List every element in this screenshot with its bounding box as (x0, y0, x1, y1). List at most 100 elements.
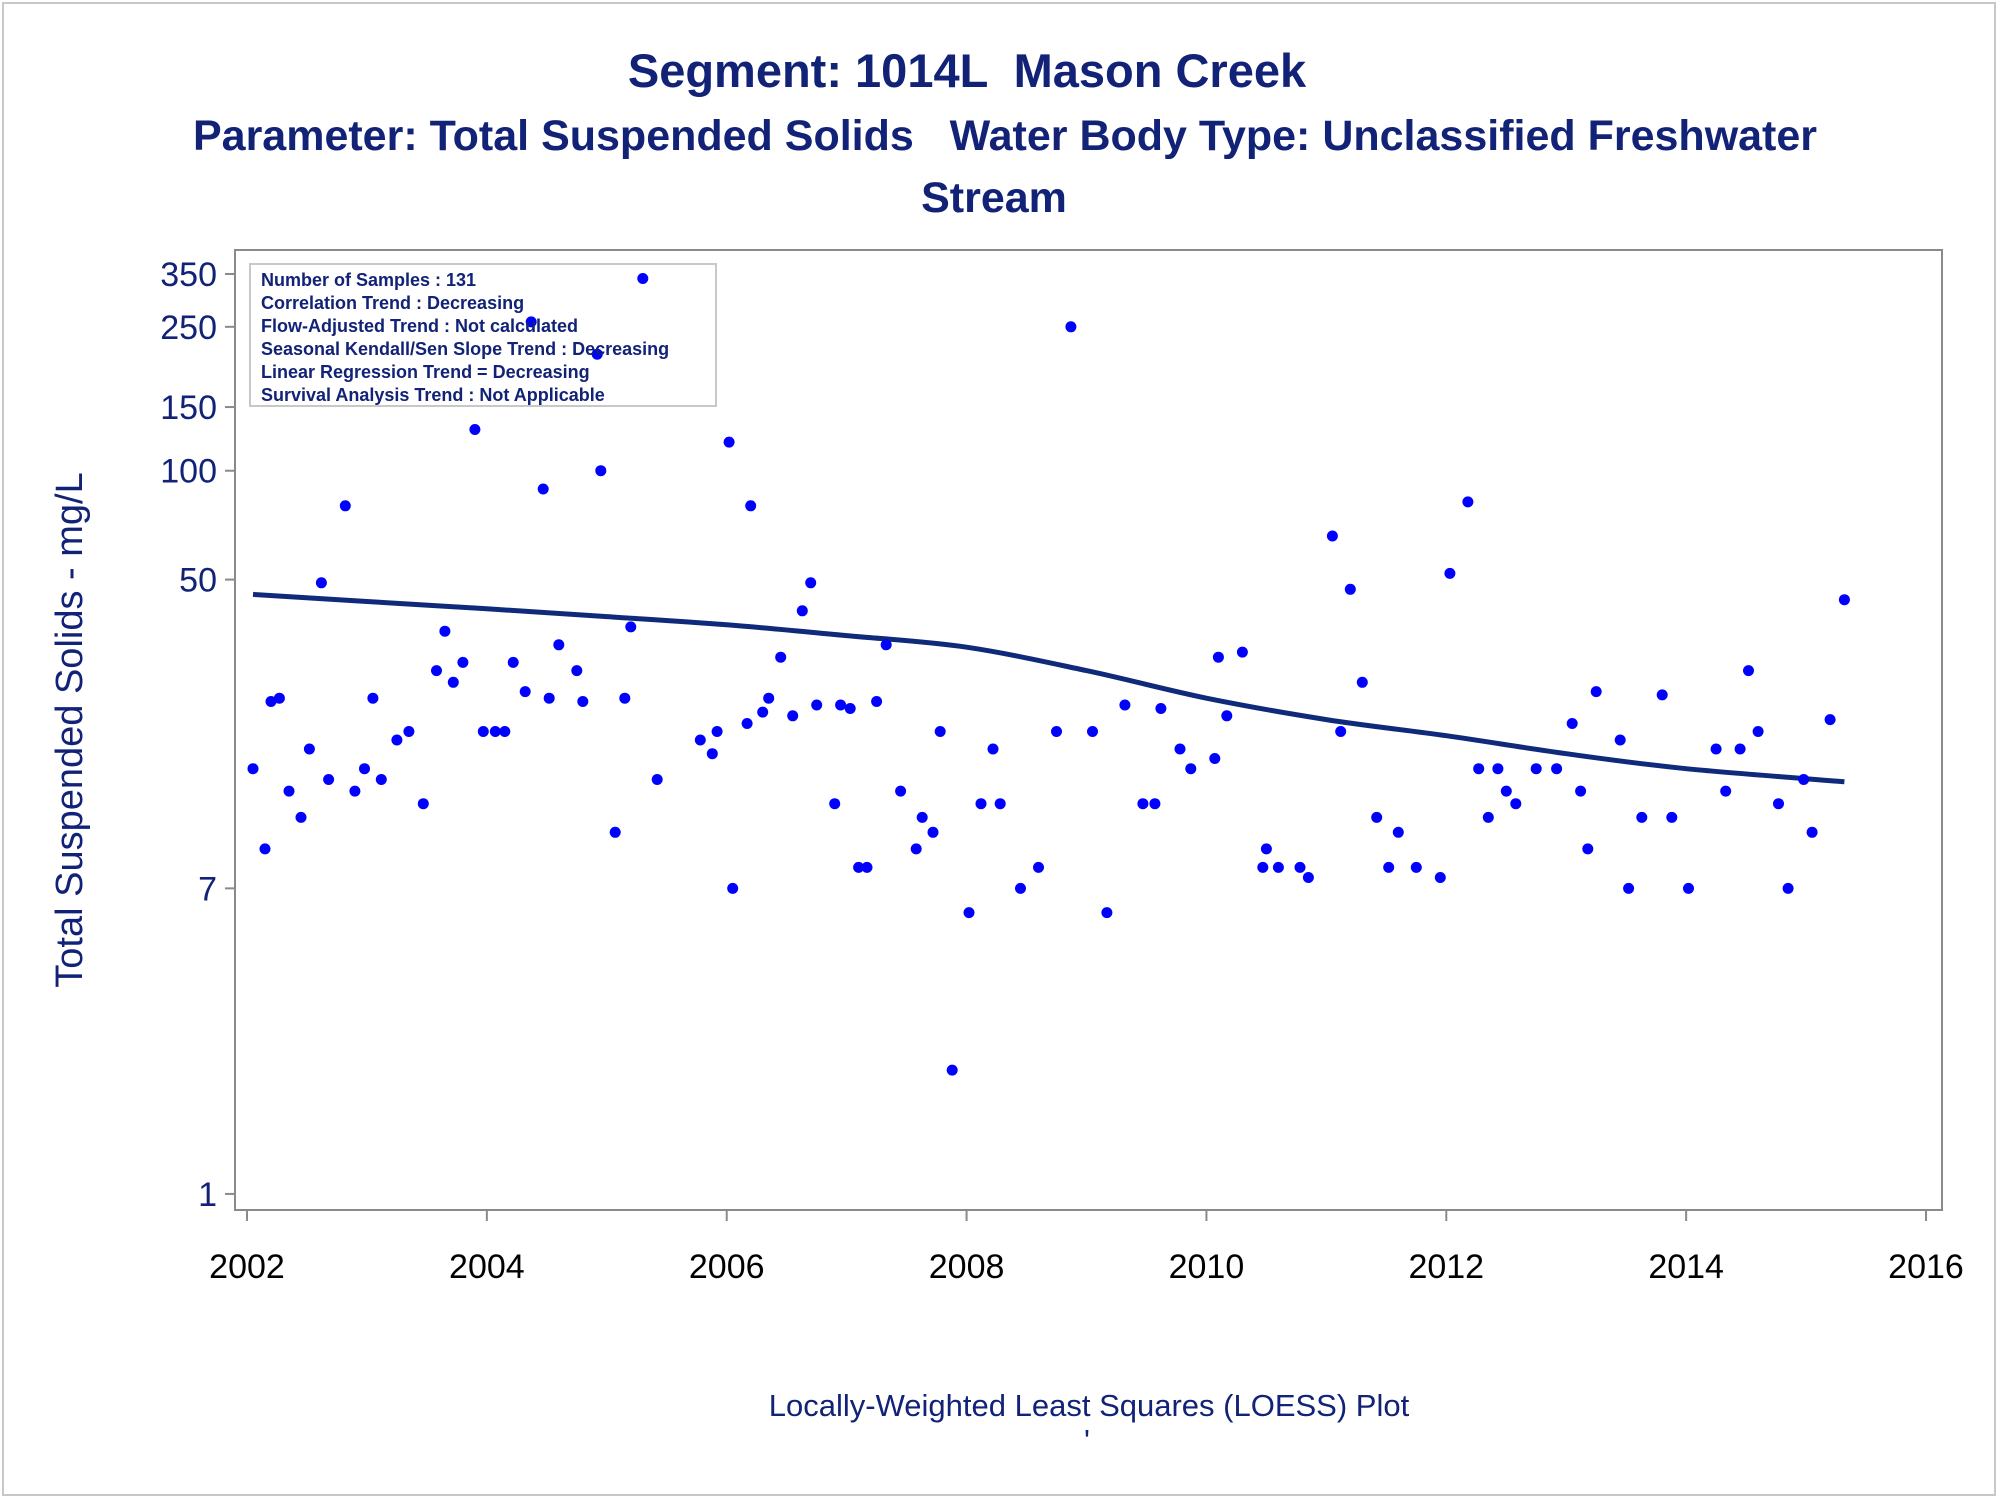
data-point (1272, 861, 1284, 873)
data-point (1051, 726, 1062, 737)
data-point (391, 734, 403, 746)
data-point (711, 726, 723, 737)
data-point (916, 811, 928, 823)
data-point (1434, 872, 1446, 883)
loess-line (252, 591, 1845, 785)
data-point (1806, 826, 1818, 838)
footnote: Locally-Weighted Least Squares (LOESS) P… (769, 1388, 1410, 1423)
data-point (1782, 882, 1794, 894)
y-tick-label: 250 (160, 309, 217, 347)
data-point (591, 348, 603, 360)
data-point (1015, 882, 1026, 894)
data-point (796, 605, 808, 617)
data-point (595, 465, 607, 477)
data-point (1137, 798, 1149, 810)
data-point (1500, 785, 1512, 797)
data-point (844, 703, 856, 714)
data-point (1335, 726, 1347, 737)
data-point (247, 763, 259, 775)
data-point (1462, 496, 1474, 508)
data-point (489, 726, 501, 737)
data-point (431, 665, 442, 677)
data-point (1236, 646, 1248, 658)
data-point (694, 734, 706, 746)
data-point (1257, 861, 1269, 873)
data-point (934, 726, 946, 737)
data-point (1590, 686, 1602, 698)
x-tick-label: 2004 (449, 1248, 525, 1286)
data-point (323, 774, 335, 785)
data-point (537, 483, 549, 495)
data-point (829, 798, 841, 810)
data-point (880, 639, 892, 651)
data-point (507, 656, 519, 668)
y-tick-label: 150 (160, 389, 217, 427)
data-point (1530, 763, 1542, 775)
y-tick-label: 50 (179, 562, 217, 600)
chart-svg: Segment: 1014L Mason Creek Parameter: To… (49, 44, 1964, 1458)
x-tick-label: 2002 (209, 1248, 285, 1286)
data-point (457, 656, 469, 668)
stats-box-border (249, 263, 717, 407)
data-point (1155, 703, 1167, 714)
data-point (994, 798, 1006, 810)
data-point (1383, 861, 1395, 873)
data-point (1356, 676, 1368, 688)
data-point (811, 699, 823, 711)
data-point (741, 718, 753, 729)
data-point (359, 763, 370, 775)
data-point (1720, 785, 1732, 797)
data-point (349, 785, 361, 797)
data-point (469, 424, 481, 435)
data-point (571, 665, 583, 677)
data-point (1710, 743, 1722, 755)
data-point (1734, 743, 1746, 755)
data-point (439, 625, 451, 637)
data-point (1636, 811, 1648, 823)
data-point (1149, 798, 1161, 810)
data-point (403, 726, 415, 737)
data-point (963, 907, 975, 919)
data-point (1392, 826, 1404, 838)
stats-box: Number of Samples : 131 Correlation Tren… (249, 263, 717, 407)
data-point (259, 843, 271, 855)
y-tick-label: 7 (198, 870, 217, 908)
data-point (447, 676, 459, 688)
data-point (477, 726, 489, 737)
data-point (1623, 882, 1635, 894)
data-point (895, 785, 907, 797)
chart-subtitle-line-1: Parameter: Total Suspended Solids Water … (193, 112, 1817, 160)
data-point (543, 692, 555, 704)
data-point (745, 500, 757, 512)
data-point (757, 706, 769, 718)
data-point (1444, 567, 1456, 579)
data-point (1473, 763, 1485, 775)
y-tick-label: 100 (160, 453, 217, 491)
data-point (853, 861, 865, 873)
data-point (1260, 843, 1272, 855)
stats-correlation-trend: Correlation Trend : Decreasing (261, 293, 524, 313)
data-point (273, 692, 285, 704)
data-point (1185, 763, 1197, 775)
data-point (1344, 583, 1356, 595)
footnote-mark: ' (1084, 1423, 1090, 1458)
loess-series (252, 591, 1845, 785)
data-point (651, 774, 663, 785)
data-point (861, 861, 873, 873)
data-point (1551, 763, 1563, 775)
data-point (723, 436, 735, 448)
stats-survival-analysis-trend: Survival Analysis Trend : Not Applicable (261, 385, 605, 405)
data-point (637, 273, 649, 284)
data-point (303, 743, 315, 755)
data-point (1302, 872, 1314, 883)
data-point (1510, 798, 1522, 810)
data-point (1294, 861, 1306, 873)
y-tick-label: 1 (198, 1176, 217, 1214)
x-tick-label: 2010 (1169, 1248, 1245, 1286)
data-point (1838, 594, 1850, 606)
data-point (1683, 882, 1694, 894)
data-point (1773, 798, 1784, 810)
data-point (519, 686, 531, 698)
data-point (763, 692, 775, 704)
